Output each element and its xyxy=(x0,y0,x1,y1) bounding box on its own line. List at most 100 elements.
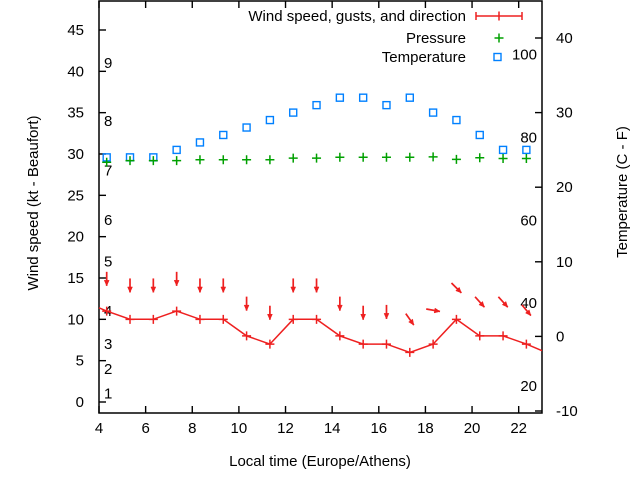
wind-marker xyxy=(405,347,415,357)
y-right-tick-label: 30 xyxy=(556,105,573,122)
y-left-tick-label: 35 xyxy=(67,105,84,122)
pressure-point xyxy=(381,152,391,162)
wind-marker xyxy=(428,339,438,349)
x-tick-label: 20 xyxy=(464,420,481,437)
gust-arrow-head xyxy=(127,286,133,294)
wind-line xyxy=(98,307,543,354)
gust-arrow-head xyxy=(197,286,203,294)
wind-marker xyxy=(102,306,112,316)
wind-marker xyxy=(335,331,345,341)
temperature-point xyxy=(172,145,181,155)
right-axis-title: Temperature (C - F) xyxy=(614,126,631,258)
beaufort-label: 1 xyxy=(104,386,112,403)
legend-label-pressure: Pressure xyxy=(406,30,466,47)
legend-samples xyxy=(475,11,523,62)
fahrenheit-label: 80 xyxy=(520,129,537,146)
pressure-point xyxy=(125,156,135,166)
beaufort-label: 6 xyxy=(104,212,112,229)
wind-marker xyxy=(218,314,228,324)
pressure-point xyxy=(428,152,438,162)
temperature-point xyxy=(452,115,461,125)
gust-arrow-head xyxy=(290,286,297,294)
x-tick-label: 10 xyxy=(231,420,248,437)
legend-sample-temperature xyxy=(493,52,502,62)
wind-series xyxy=(98,306,543,357)
temperature-point xyxy=(382,100,391,110)
wind-marker xyxy=(381,339,391,349)
pressure-point xyxy=(148,156,158,166)
gust-arrow-head xyxy=(525,309,532,317)
y-left-tick-label: 30 xyxy=(67,146,84,163)
x-tick-label: 22 xyxy=(510,420,527,437)
fahrenheit-label: 60 xyxy=(520,212,537,229)
pressure-point xyxy=(498,154,508,164)
x-tick-label: 16 xyxy=(370,420,387,437)
gust-arrow-head xyxy=(337,304,343,312)
pressure-point xyxy=(358,152,368,162)
y-right-tick-label: 10 xyxy=(556,254,573,271)
beaufort-label: 9 xyxy=(104,55,112,72)
wind-marker xyxy=(242,331,252,341)
temperature-point xyxy=(475,130,484,140)
x-tick-label: 14 xyxy=(324,420,341,437)
gust-arrow-head xyxy=(267,313,273,321)
x-tick-label: 4 xyxy=(95,420,103,437)
gust-arrow-head xyxy=(433,307,441,314)
gust-arrow-head xyxy=(383,313,390,320)
temperature-point xyxy=(522,145,531,155)
temperature-point xyxy=(358,93,368,102)
pressure-point xyxy=(288,153,298,163)
legend-label-wind: Wind speed, gusts, and direction xyxy=(248,8,466,25)
legend-sample-pressure xyxy=(494,33,504,43)
y-right-tick-label: 40 xyxy=(556,30,573,47)
fahrenheit-label: 100 xyxy=(512,47,537,64)
y-left-tick-label: 0 xyxy=(76,394,84,411)
y-left-tick-label: 15 xyxy=(67,270,84,287)
temperature-point xyxy=(195,138,205,147)
gust-arrow-head xyxy=(103,280,110,287)
fahrenheit-label: 40 xyxy=(520,295,537,312)
wind-marker xyxy=(288,314,298,324)
x-tick-label: 8 xyxy=(188,420,196,437)
beaufort-label: 2 xyxy=(104,361,112,378)
pressure-point xyxy=(172,156,182,166)
pressure-point xyxy=(335,152,345,162)
y-right-tick-label: 0 xyxy=(556,328,564,345)
gust-arrows xyxy=(103,271,532,326)
pressure-point xyxy=(265,155,275,165)
y-left-tick-label: 45 xyxy=(67,22,84,39)
temperature-point xyxy=(428,108,438,117)
legend-sample-wind xyxy=(475,11,523,21)
y-left-tick-label: 5 xyxy=(76,353,84,370)
gust-arrow-head xyxy=(455,286,462,294)
y-left-tick-label: 40 xyxy=(67,63,84,80)
wind-marker xyxy=(172,306,182,316)
wind-marker xyxy=(475,331,485,341)
y-right-tick-label: 20 xyxy=(556,179,573,196)
y-left-tick-label: 20 xyxy=(67,229,84,246)
pressure-point xyxy=(242,155,252,165)
gust-arrow-head xyxy=(173,280,180,287)
gust-arrow-head xyxy=(501,301,509,308)
pressure-point xyxy=(218,155,228,165)
x-tick-label: 18 xyxy=(417,420,434,437)
temperature-point xyxy=(312,100,321,110)
temperature-point xyxy=(289,108,298,117)
pressure-point xyxy=(405,152,415,162)
pressure-point xyxy=(451,154,461,164)
beaufort-label: 7 xyxy=(104,163,112,180)
pressure-point xyxy=(195,155,205,165)
pressure-point xyxy=(102,157,112,167)
gust-arrow-head xyxy=(220,286,227,294)
temperature-point xyxy=(405,93,414,102)
y-right-tick-label: -10 xyxy=(556,403,578,420)
beaufort-label: 5 xyxy=(104,253,112,270)
pressure-point xyxy=(475,153,485,163)
temperature-series xyxy=(102,93,531,162)
y-left-tick-label: 10 xyxy=(67,311,84,328)
wind-marker xyxy=(451,314,461,324)
wind-marker xyxy=(195,314,205,324)
x-tick-label: 6 xyxy=(141,420,149,437)
